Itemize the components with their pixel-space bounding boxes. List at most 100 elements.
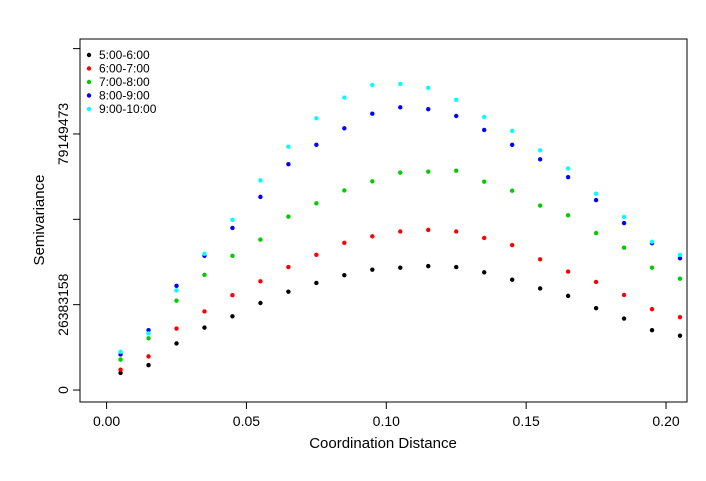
series-7:00-8:00 — [118, 168, 683, 362]
data-point — [118, 349, 123, 355]
data-point — [565, 166, 571, 171]
data-point — [509, 188, 515, 193]
legend-marker — [86, 52, 92, 58]
data-point — [537, 203, 543, 208]
data-point — [342, 95, 347, 100]
data-point — [286, 289, 291, 294]
data-point — [677, 256, 683, 261]
data-point — [426, 107, 431, 112]
data-point — [454, 168, 459, 173]
legend-marker — [86, 66, 92, 71]
data-point — [454, 113, 459, 119]
y-axis: 0 26383158 79149473 — [55, 48, 80, 394]
data-point — [677, 315, 683, 320]
data-point — [202, 325, 207, 330]
series-5:00-6:00 — [118, 263, 683, 376]
data-point — [482, 114, 487, 120]
legend-marker — [86, 79, 92, 85]
data-point — [593, 197, 599, 203]
legend-label: 6:00-7:00 — [99, 62, 150, 76]
x-tick-label: 0.15 — [513, 413, 540, 429]
data-point — [537, 286, 543, 291]
data-point — [398, 105, 403, 110]
data-point — [509, 142, 515, 147]
data-point — [649, 327, 655, 333]
legend-label: 5:00-6:00 — [99, 48, 150, 62]
data-point — [537, 257, 543, 262]
series-9:00-10:00 — [118, 81, 683, 355]
data-point — [482, 270, 487, 275]
data-point — [509, 242, 515, 248]
x-tick-label: 0.05 — [233, 413, 260, 429]
data-point — [593, 191, 599, 196]
data-point — [370, 179, 375, 184]
legend-label: 8:00-9:00 — [99, 89, 150, 103]
data-point — [426, 169, 431, 174]
data-point — [370, 267, 375, 272]
data-point — [398, 229, 403, 234]
data-point — [482, 179, 487, 184]
data-point — [649, 265, 655, 270]
x-axis-title: Coordination Distance — [309, 435, 457, 452]
data-points — [118, 81, 683, 376]
legend-item: 5:00-6:00 — [86, 48, 150, 62]
data-point — [398, 265, 403, 270]
data-point — [565, 293, 571, 299]
plot-frame — [79, 38, 688, 403]
data-point — [314, 201, 319, 206]
data-point — [230, 314, 235, 319]
y-tick-label: 0 — [55, 386, 71, 394]
data-point — [314, 280, 319, 286]
data-point — [314, 116, 319, 121]
legend-item: 7:00-8:00 — [86, 75, 150, 89]
data-point — [593, 279, 599, 285]
data-point — [174, 341, 179, 346]
data-point — [118, 370, 123, 376]
data-point — [314, 252, 319, 257]
data-point — [565, 269, 571, 274]
data-point — [621, 214, 627, 220]
data-point — [593, 230, 599, 236]
data-point — [230, 253, 235, 258]
data-point — [454, 264, 459, 270]
data-point — [174, 326, 179, 331]
data-point — [342, 240, 347, 246]
data-point — [286, 264, 291, 270]
data-point — [174, 288, 179, 293]
legend: 5:00-6:006:00-7:007:00-8:008:00-9:009:00… — [86, 48, 157, 116]
data-point — [621, 292, 627, 298]
data-point — [426, 227, 431, 233]
data-point — [146, 327, 151, 333]
data-point — [146, 362, 151, 368]
data-point — [565, 174, 571, 180]
data-point — [230, 217, 235, 223]
x-tick-label: 0.20 — [652, 413, 679, 429]
data-point — [174, 283, 179, 289]
data-point — [537, 148, 543, 153]
data-point — [286, 162, 291, 167]
series-6:00-7:00 — [118, 227, 683, 372]
data-point — [398, 170, 403, 175]
legend-marker — [86, 106, 92, 112]
data-point — [649, 239, 655, 245]
data-point — [454, 97, 459, 103]
data-point — [621, 245, 627, 250]
data-point — [118, 367, 123, 372]
legend-item: 6:00-7:00 — [86, 62, 150, 76]
data-point — [482, 127, 487, 133]
legend-item: 8:00-9:00 — [86, 89, 150, 103]
data-point — [202, 272, 207, 278]
legend-label: 7:00-8:00 — [99, 75, 150, 89]
y-axis-title: Semivariance — [31, 175, 48, 266]
data-point — [230, 293, 235, 298]
data-point — [565, 213, 571, 218]
data-point — [621, 316, 627, 321]
data-point — [342, 188, 347, 193]
data-point — [146, 331, 151, 336]
data-point — [649, 306, 655, 312]
data-point — [258, 279, 263, 284]
data-point — [286, 144, 291, 149]
data-point — [370, 234, 375, 239]
data-point — [146, 336, 151, 341]
